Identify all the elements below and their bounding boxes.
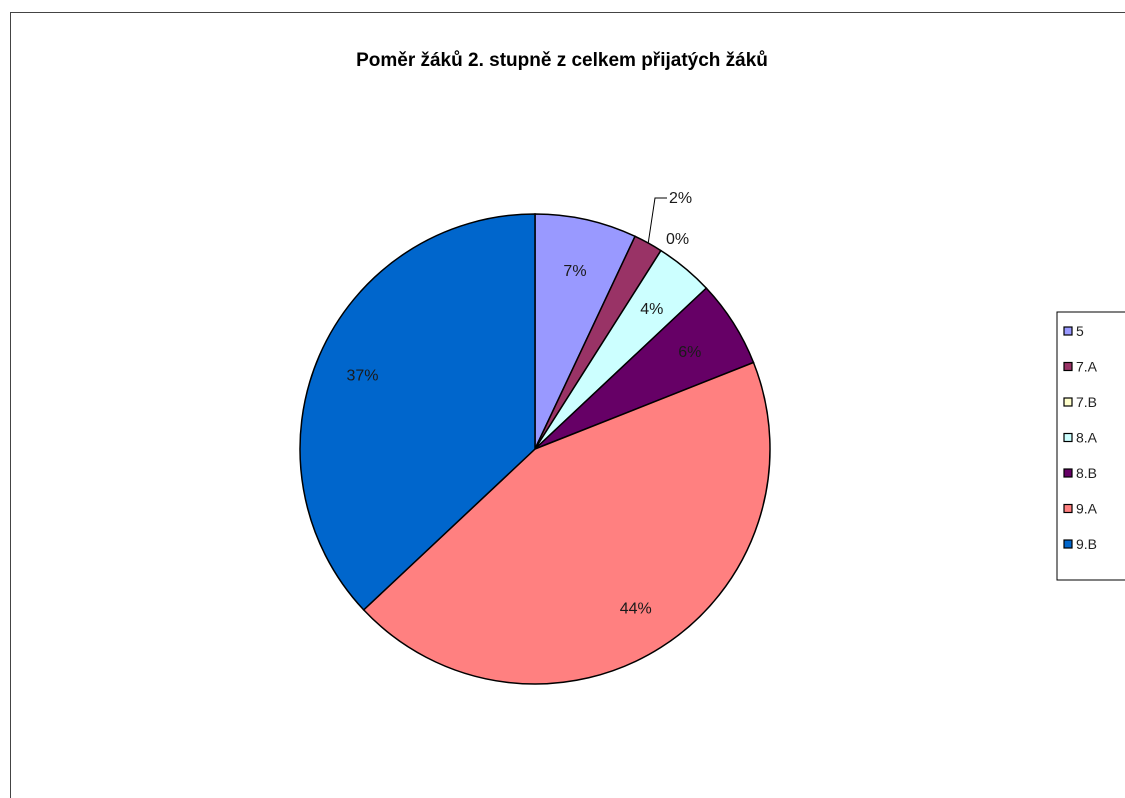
legend-swatch-7-b xyxy=(1063,397,1073,407)
data-label-8-b: 6% xyxy=(678,344,701,361)
legend-swatch-7-a xyxy=(1063,361,1073,372)
data-label-7-b: 0% xyxy=(666,231,689,248)
chart-title: Poměr žáků 2. stupně z celkem přijatých … xyxy=(356,50,768,71)
data-label-9-b: 37% xyxy=(346,367,378,384)
legend-label-5: 5 xyxy=(1076,323,1084,339)
legend-label-9-b: 9.B xyxy=(1076,536,1097,552)
pie-slices xyxy=(299,213,771,685)
leader-line-7-a xyxy=(647,197,667,244)
pie-slice-9-b xyxy=(299,213,536,611)
data-label-5: 7% xyxy=(563,263,586,280)
data-labels: 7% 2% 0% 4% 6% 44% 37% xyxy=(346,190,701,618)
legend-label-8-b: 8.B xyxy=(1076,465,1097,481)
legend-box xyxy=(1056,311,1125,581)
legend-swatch-9-b xyxy=(1063,539,1073,549)
legend-swatch-5 xyxy=(1063,326,1073,336)
legend-label-7-b: 7.B xyxy=(1076,394,1097,410)
legend-swatch-8-b xyxy=(1063,468,1073,478)
legend-label-7-a: 7.A xyxy=(1076,359,1098,375)
pie-slice-5 xyxy=(534,213,637,450)
legend-label-9-a: 9.A xyxy=(1076,501,1098,517)
legend-label-8-a: 8.A xyxy=(1076,430,1098,446)
data-label-7-a: 2% xyxy=(669,190,692,207)
legend-swatch-8-a xyxy=(1063,432,1073,443)
pie-slice-9-a xyxy=(362,361,771,685)
legend-swatch-9-a xyxy=(1063,503,1073,514)
data-label-9-a: 44% xyxy=(620,601,652,618)
data-label-8-a: 4% xyxy=(640,301,663,318)
legend: 5 7.A 7.B 8.A 8.B 9.A 9.B xyxy=(1056,311,1125,581)
